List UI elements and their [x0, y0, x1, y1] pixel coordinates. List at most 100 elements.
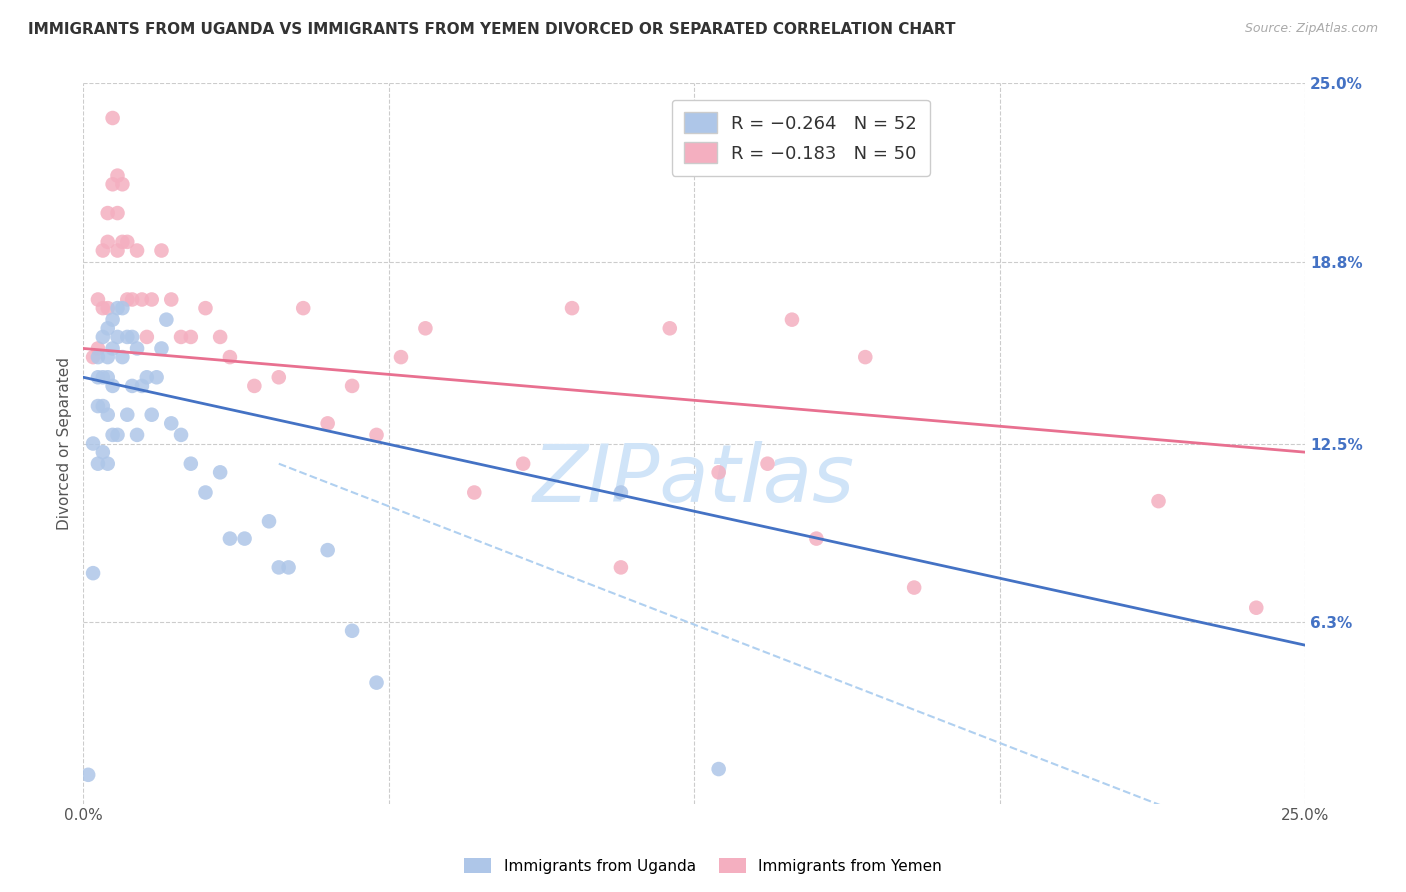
Point — [160, 293, 183, 307]
Point — [117, 293, 139, 307]
Point — [97, 370, 120, 384]
Point — [292, 301, 315, 315]
Point — [389, 350, 412, 364]
Point — [107, 244, 129, 258]
Point — [117, 235, 139, 249]
Point — [1147, 494, 1170, 508]
Point — [107, 301, 129, 315]
Point — [82, 436, 104, 450]
Point — [111, 350, 134, 364]
Point — [233, 532, 256, 546]
Point — [87, 457, 110, 471]
Point — [561, 301, 583, 315]
Point — [180, 330, 202, 344]
Point — [91, 301, 114, 315]
Point — [101, 379, 124, 393]
Point — [97, 235, 120, 249]
Point — [101, 342, 124, 356]
Point — [131, 293, 153, 307]
Point — [316, 543, 339, 558]
Point — [135, 330, 157, 344]
Point — [707, 466, 730, 480]
Point — [87, 342, 110, 356]
Point — [91, 330, 114, 344]
Point — [121, 330, 143, 344]
Y-axis label: Divorced or Separated: Divorced or Separated — [58, 357, 72, 530]
Point — [415, 321, 437, 335]
Point — [170, 428, 193, 442]
Point — [512, 457, 534, 471]
Point — [340, 624, 363, 638]
Point — [125, 342, 148, 356]
Point — [366, 675, 388, 690]
Point — [77, 768, 100, 782]
Point — [82, 350, 104, 364]
Point — [97, 301, 120, 315]
Point — [91, 445, 114, 459]
Point — [87, 350, 110, 364]
Point — [97, 206, 120, 220]
Point — [87, 293, 110, 307]
Point — [125, 428, 148, 442]
Point — [780, 312, 803, 326]
Point — [194, 485, 217, 500]
Point — [257, 514, 280, 528]
Point — [160, 417, 183, 431]
Point — [903, 581, 925, 595]
Point — [91, 244, 114, 258]
Point — [82, 566, 104, 581]
Point — [141, 408, 163, 422]
Point — [219, 532, 242, 546]
Point — [121, 293, 143, 307]
Point — [97, 350, 120, 364]
Point — [366, 428, 388, 442]
Point — [340, 379, 363, 393]
Text: Source: ZipAtlas.com: Source: ZipAtlas.com — [1244, 22, 1378, 36]
Point — [145, 370, 167, 384]
Point — [117, 408, 139, 422]
Point — [853, 350, 876, 364]
Point — [107, 206, 129, 220]
Point — [243, 379, 266, 393]
Point — [267, 370, 290, 384]
Point — [316, 417, 339, 431]
Text: ZIPatlas: ZIPatlas — [533, 441, 855, 518]
Point — [150, 244, 173, 258]
Point — [107, 169, 129, 183]
Point — [150, 342, 173, 356]
Point — [170, 330, 193, 344]
Point — [707, 762, 730, 776]
Point — [209, 330, 232, 344]
Point — [180, 457, 202, 471]
Point — [107, 330, 129, 344]
Point — [135, 370, 157, 384]
Point — [97, 457, 120, 471]
Point — [101, 428, 124, 442]
Point — [155, 312, 177, 326]
Point — [101, 178, 124, 192]
Point — [111, 178, 134, 192]
Point — [756, 457, 779, 471]
Point — [121, 379, 143, 393]
Legend: R = −0.264   N = 52, R = −0.183   N = 50: R = −0.264 N = 52, R = −0.183 N = 50 — [672, 100, 929, 176]
Point — [101, 312, 124, 326]
Point — [125, 244, 148, 258]
Point — [806, 532, 828, 546]
Point — [267, 560, 290, 574]
Point — [610, 485, 633, 500]
Point — [87, 399, 110, 413]
Point — [194, 301, 217, 315]
Point — [97, 321, 120, 335]
Point — [658, 321, 681, 335]
Point — [111, 235, 134, 249]
Point — [117, 330, 139, 344]
Point — [107, 428, 129, 442]
Point — [97, 408, 120, 422]
Point — [219, 350, 242, 364]
Point — [91, 399, 114, 413]
Point — [277, 560, 299, 574]
Text: IMMIGRANTS FROM UGANDA VS IMMIGRANTS FROM YEMEN DIVORCED OR SEPARATED CORRELATIO: IMMIGRANTS FROM UGANDA VS IMMIGRANTS FRO… — [28, 22, 956, 37]
Point — [209, 466, 232, 480]
Point — [101, 111, 124, 125]
Point — [131, 379, 153, 393]
